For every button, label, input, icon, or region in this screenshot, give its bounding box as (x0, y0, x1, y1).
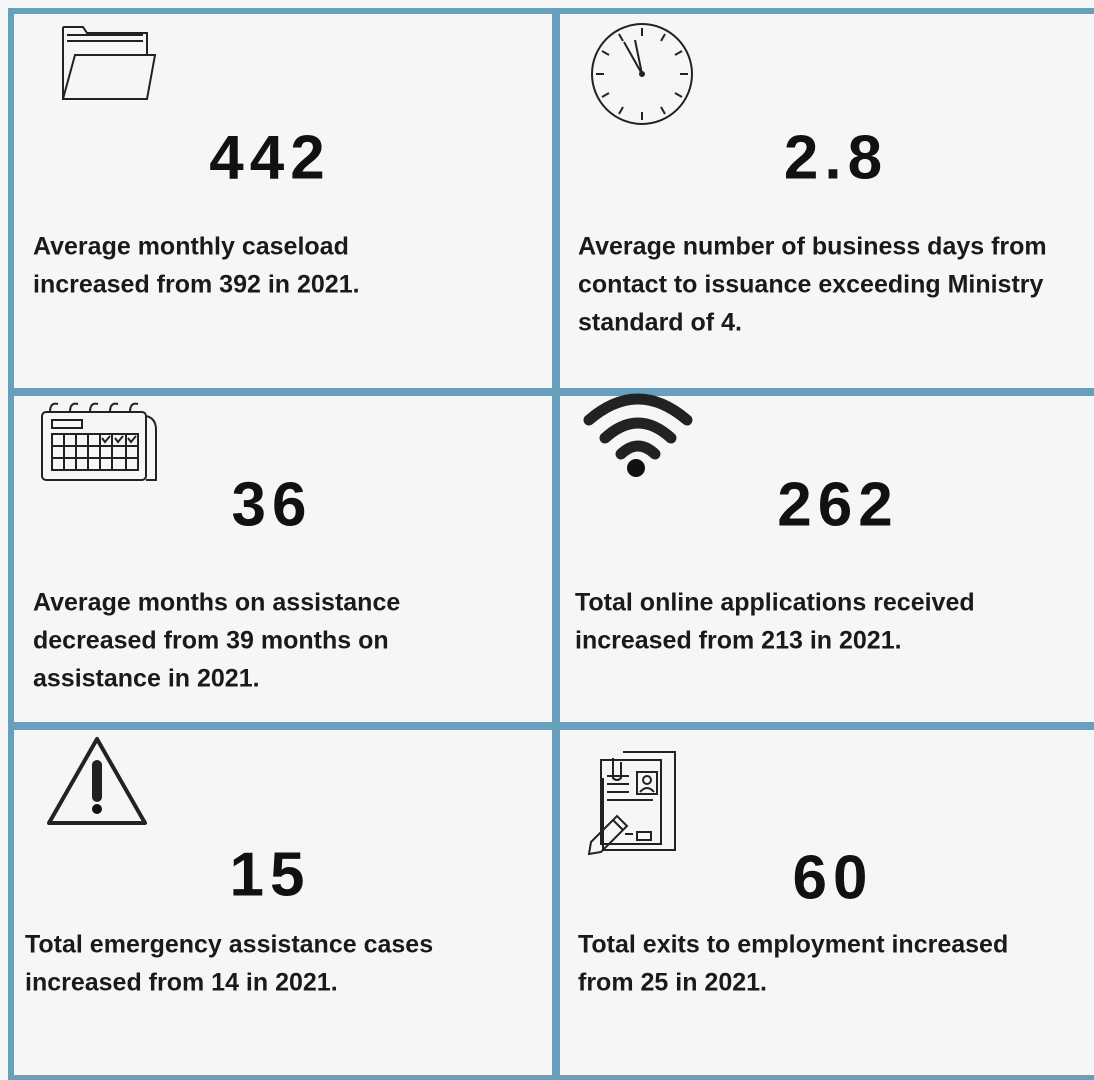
folder-icon (62, 26, 157, 100)
resume-icon (587, 751, 676, 856)
stat-description: Total online applications received (575, 588, 975, 617)
stat-description: Total emergency assistance cases (25, 930, 434, 959)
stat-value: 442 (209, 123, 331, 193)
border (552, 8, 560, 1080)
stat-description: standard of 4. (578, 308, 742, 337)
stat-description: Total exits to employment increased (578, 930, 1009, 959)
border (8, 722, 1094, 730)
border (8, 1075, 1094, 1080)
wifi-icon (583, 393, 693, 477)
stat-value: 60 (792, 843, 874, 913)
stat-description: Average months on assistance (33, 588, 401, 617)
stat-value: 262 (777, 470, 899, 540)
border (8, 8, 1094, 14)
stat-value: 15 (229, 840, 311, 910)
stat-description: increased from 392 in 2021. (33, 270, 360, 299)
calendar-icon (41, 402, 157, 481)
stat-description: Average monthly caseload (33, 232, 349, 261)
border (8, 8, 14, 1080)
warning-icon (47, 737, 147, 825)
stat-value: 2.8 (783, 123, 889, 193)
stat-value: 36 (231, 470, 313, 540)
stat-description: Average number of business days from (578, 232, 1047, 261)
stat-description: contact to issuance exceeding Ministry (578, 270, 1044, 299)
stat-description: decreased from 39 months on (33, 626, 389, 655)
clock-icon (591, 23, 693, 125)
stat-description: from 25 in 2021. (578, 968, 767, 997)
stat-description: increased from 213 in 2021. (575, 626, 902, 655)
stat-description: assistance in 2021. (33, 664, 260, 693)
stat-description: increased from 14 in 2021. (25, 968, 338, 997)
border (8, 388, 1094, 396)
